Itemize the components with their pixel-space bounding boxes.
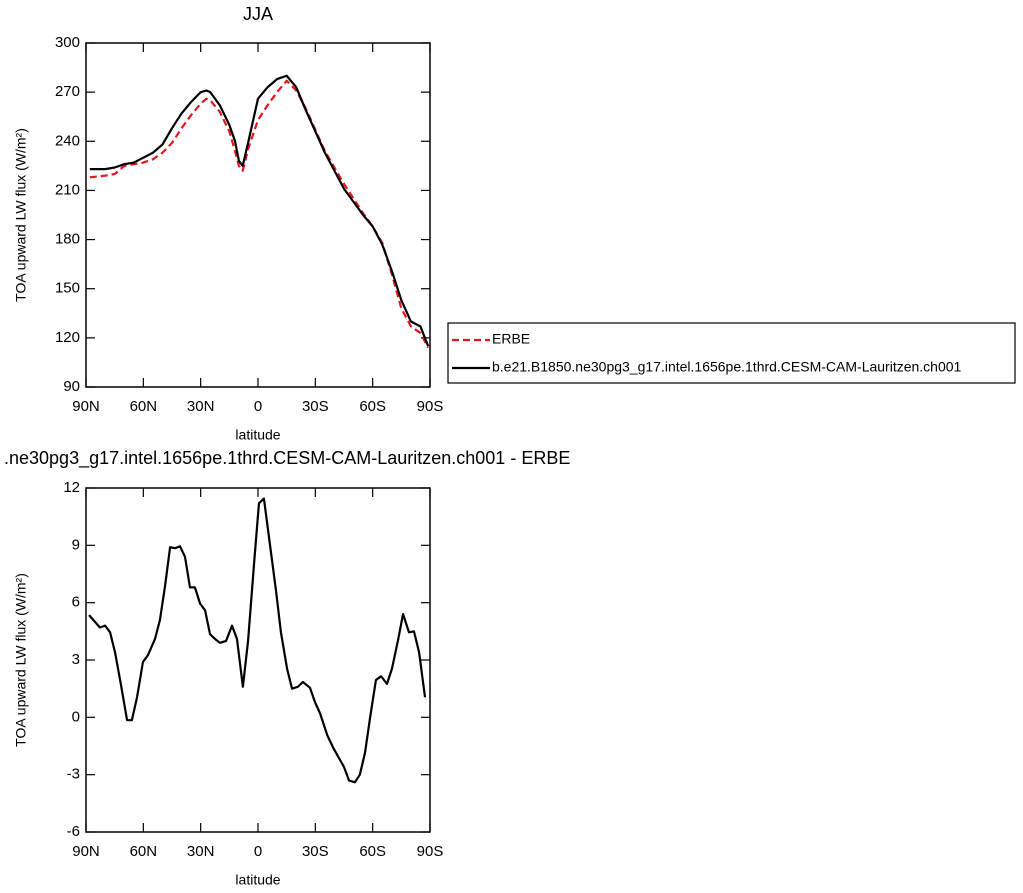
- x-tick-label: 90S: [417, 843, 444, 860]
- y-tick-label: 300: [55, 34, 80, 51]
- data-line: [89, 74, 430, 347]
- data-line: [88, 497, 427, 784]
- y-tick-label: 120: [55, 329, 80, 346]
- x-tick-label: 30N: [187, 398, 215, 415]
- y-tick-label: 240: [55, 132, 80, 149]
- legend-box: [447, 322, 1016, 384]
- legend-label: b.e21.B1850.ne30pg3_g17.intel.1656pe.1th…: [492, 359, 962, 375]
- x-tick-label: 90N: [72, 398, 100, 415]
- y-tick-label: 12: [63, 479, 80, 496]
- y-tick-label: 270: [55, 83, 80, 100]
- x-tick-label: 90N: [72, 843, 100, 860]
- chart-title: JJA: [243, 4, 273, 24]
- plot-frame: [85, 42, 431, 388]
- y-tick-label: 150: [55, 280, 80, 297]
- y-tick-label: 180: [55, 231, 80, 248]
- y-tick-label: 0: [72, 708, 80, 725]
- y-tick-label: -3: [67, 766, 80, 783]
- y-tick-label: -6: [67, 823, 80, 840]
- x-axis-label: latitude: [235, 872, 280, 888]
- x-tick-label: 90S: [417, 398, 444, 415]
- x-tick-label: 30S: [302, 843, 329, 860]
- y-tick-label: 6: [72, 594, 80, 611]
- x-tick-label: 60S: [359, 843, 386, 860]
- y-tick-label: 90: [63, 378, 80, 395]
- chart-title: .ne30pg3_g17.intel.1656pe.1thrd.CESM-CAM…: [4, 448, 570, 469]
- x-tick-label: 0: [254, 843, 262, 860]
- y-axis-label: TOA upward LW flux (W/m²): [13, 573, 29, 747]
- data-line: [89, 79, 430, 349]
- x-tick-label: 30S: [302, 398, 329, 415]
- plot-frame: [85, 487, 431, 833]
- x-tick-label: 60N: [130, 398, 158, 415]
- y-axis-label: TOA upward LW flux (W/m²): [13, 128, 29, 302]
- x-axis-label: latitude: [235, 427, 280, 443]
- legend-label: ERBE: [492, 331, 530, 347]
- x-tick-label: 60S: [359, 398, 386, 415]
- y-tick-label: 9: [72, 536, 80, 553]
- y-tick-label: 3: [72, 651, 80, 668]
- x-tick-label: 0: [254, 398, 262, 415]
- x-tick-label: 30N: [187, 843, 215, 860]
- y-tick-label: 210: [55, 181, 80, 198]
- x-tick-label: 60N: [130, 843, 158, 860]
